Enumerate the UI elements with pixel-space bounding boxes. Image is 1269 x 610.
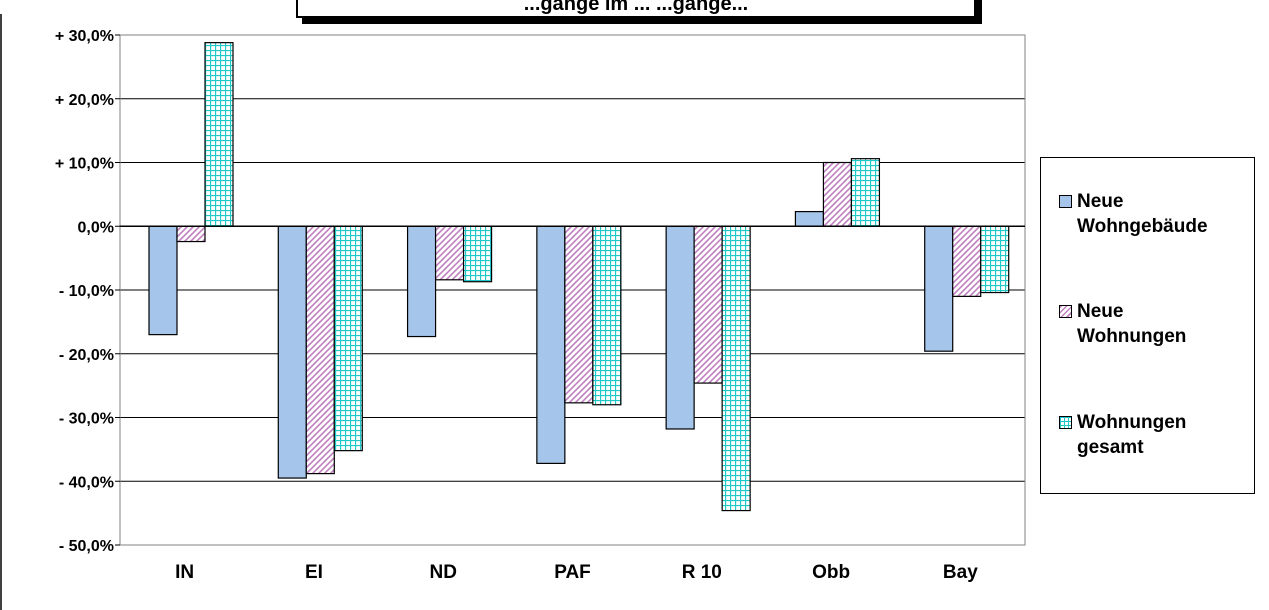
bar-wohnungen-gesamt — [850, 158, 881, 227]
bar-wohnungen-gesamt — [333, 225, 363, 452]
legend-item-neue-wohngebaeude: Neue Wohngebäude — [1059, 189, 1208, 239]
bar-neue-wohnungen — [434, 225, 465, 281]
bar-neue-wohngeb-ude — [148, 225, 178, 336]
y-tick-label: + 10,0% — [55, 156, 114, 173]
bar-neue-wohnungen — [305, 225, 335, 475]
bar-neue-wohngeb-ude — [924, 225, 954, 352]
legend-item-neue-wohnungen: Neue Wohnungen — [1059, 299, 1186, 349]
x-tick-label: ND — [429, 562, 456, 583]
x-tick-label: Obb — [812, 562, 850, 583]
x-tick-label: IN — [175, 562, 194, 583]
bar-wohnungen-gesamt — [980, 225, 1010, 294]
legend: Neue Wohngebäude Neue Wohnungen Wohnunge… — [1040, 157, 1255, 494]
y-tick-label: + 30,0% — [55, 28, 114, 45]
bar-neue-wohngeb-ude — [277, 225, 307, 479]
legend-label: Wohnungen gesamt — [1077, 412, 1187, 458]
legend-swatch-wohnungen-gesamt — [1059, 416, 1072, 429]
legend-swatch-neue-wohnungen — [1059, 305, 1072, 318]
plot-area: + 30,0% + 20,0% + 10,0% 0,0% - 10,0% - 20,0% -… — [55, 28, 1026, 583]
y-tick-label: - 40,0% — [59, 474, 114, 491]
bar-neue-wohnungen — [564, 225, 594, 404]
x-tick-label: Bay — [943, 562, 978, 583]
bar-neue-wohngeb-ude — [665, 225, 695, 430]
bar-neue-wohngeb-ude — [794, 210, 825, 227]
bar-neue-wohnungen — [822, 161, 853, 227]
bar-neue-wohngeb-ude — [406, 225, 437, 338]
y-tick-label: - 30,0% — [59, 411, 114, 428]
bar-neue-wohnungen — [952, 225, 982, 297]
y-tick-label: - 10,0% — [59, 283, 114, 300]
legend-item-wohnungen-gesamt: Wohnungen gesamt — [1059, 410, 1186, 460]
y-tick-label: + 20,0% — [55, 92, 114, 109]
bar-neue-wohnungen — [693, 225, 723, 384]
bar-neue-wohnungen — [176, 225, 206, 243]
legend-label: Neue Wohnungen — [1077, 301, 1187, 347]
y-tick-label: 0,0% — [78, 219, 114, 236]
legend-label: Neue Wohngebäude — [1077, 191, 1208, 237]
x-tick-label: EI — [305, 562, 323, 583]
chart-title: ...gänge im ... ...gänge... — [296, 0, 976, 18]
y-tick-label: - 50,0% — [59, 538, 114, 555]
y-tick-label: - 20,0% — [59, 347, 114, 364]
x-tick-label: R 10 — [682, 562, 722, 583]
x-tick-label: PAF — [554, 562, 591, 583]
legend-swatch-neue-wohngebaeude — [1059, 195, 1072, 208]
bar-wohnungen-gesamt — [592, 225, 622, 406]
bar-wohnungen-gesamt — [204, 42, 234, 227]
bar-wohnungen-gesamt — [721, 225, 751, 512]
bar-neue-wohngeb-ude — [536, 225, 566, 464]
bar-wohnungen-gesamt — [462, 225, 493, 283]
